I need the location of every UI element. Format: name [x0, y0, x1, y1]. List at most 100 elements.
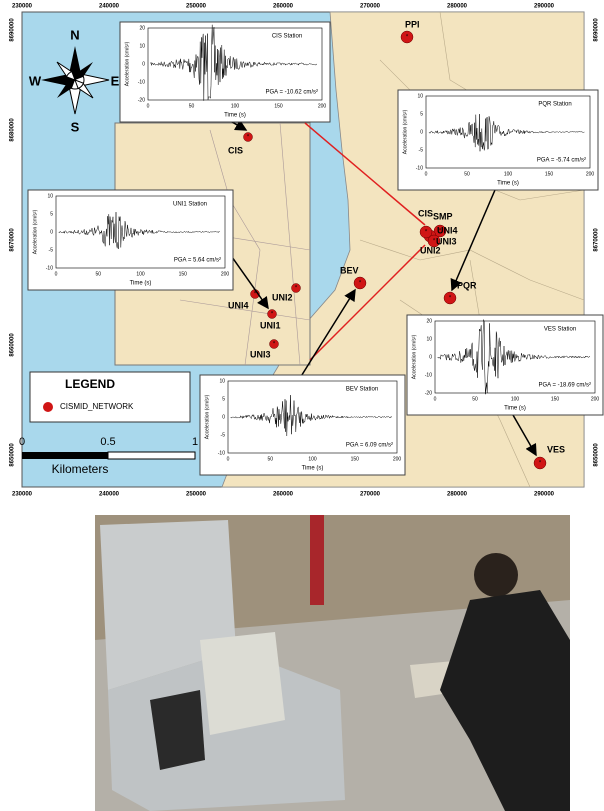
x-coord-label: 240000 — [99, 492, 120, 498]
panel-y-label: Acceleration (cm/s²) — [32, 209, 38, 254]
panel-x-tick: 200 — [586, 171, 595, 177]
panel-x-tick: 150 — [274, 103, 283, 109]
panel-x-label: Time (s) — [497, 181, 519, 187]
panel-y-tick: -10 — [425, 372, 432, 378]
panel-x-label: Time (s) — [130, 281, 152, 287]
panel-x-tick: 100 — [511, 396, 520, 402]
panel-y-label: Acceleration (cm/s²) — [402, 109, 408, 154]
figure: LEGEND CISMID_NETWORK 230000 240000 250000… — [0, 0, 604, 811]
y-coord-label: 8670000 — [10, 228, 16, 252]
panel-pga: PGA = -18.69 cm/s² — [538, 383, 591, 389]
panel-y-label: Acceleration (cm/s²) — [204, 394, 210, 439]
panel-x-tick: 100 — [231, 103, 240, 109]
scale-bar — [22, 452, 108, 459]
panel-x-tick: 100 — [136, 271, 145, 277]
scale-unit: Kilometers — [52, 462, 109, 476]
panel-x-tick: 0 — [55, 271, 58, 277]
panel-x-tick: 0 — [227, 456, 230, 462]
photo-panel — [200, 632, 285, 735]
panel-title: BEV Station — [346, 387, 378, 393]
y-coord-label: 8670000 — [594, 228, 600, 252]
panel-x-tick: 100 — [308, 456, 317, 462]
legend-title: LEGEND — [65, 377, 115, 391]
panel-y-tick: 20 — [139, 25, 145, 31]
photo-post — [310, 515, 324, 605]
station-label: UNI2 — [272, 292, 293, 302]
y-coord-label: 8650000 — [594, 443, 600, 467]
station-label: CIS — [228, 145, 243, 155]
panel-x-tick: 150 — [551, 396, 560, 402]
station-label: PPI — [405, 19, 420, 29]
panel-y-tick: 0 — [142, 61, 145, 67]
panel-y-tick: -10 — [218, 450, 225, 456]
panel-pga: PGA = 5.64 cm/s² — [174, 258, 221, 264]
panel-x-tick: 150 — [545, 171, 554, 177]
station-label: UNI4 — [228, 300, 249, 310]
panel-y-tick: 10 — [417, 93, 423, 99]
x-coord-label: 270000 — [360, 4, 381, 10]
panel-y-tick: -5 — [49, 247, 54, 253]
panel-y-tick: 0 — [50, 229, 53, 235]
panel-title: PQR Station — [538, 102, 571, 108]
panel-y-tick: -5 — [419, 147, 424, 153]
panel-x-tick: 0 — [425, 171, 428, 177]
x-coord-label: 260000 — [273, 492, 294, 498]
x-coord-label: 270000 — [360, 492, 381, 498]
panel-y-tick: 0 — [429, 354, 432, 360]
panel-x-tick: 200 — [591, 396, 600, 402]
compass-letter: E — [111, 73, 120, 88]
panel-x-tick: 50 — [472, 396, 478, 402]
station-label: CIS — [418, 208, 433, 218]
compass-letter: S — [71, 119, 80, 134]
station-label: UNI2 — [420, 245, 441, 255]
x-coord-label: 260000 — [273, 4, 294, 10]
station-label: BEV — [340, 265, 359, 275]
x-coord-label: 240000 — [99, 4, 120, 10]
scale-label: 0.5 — [100, 436, 115, 448]
compass-letter: N — [70, 27, 79, 42]
panel-x-tick: 50 — [95, 271, 101, 277]
panel-y-tick: 10 — [426, 336, 432, 342]
panel-x-label: Time (s) — [504, 406, 526, 412]
scale-label: 0 — [19, 436, 25, 448]
x-coord-label: 290000 — [534, 4, 555, 10]
panel-x-tick: 50 — [464, 171, 470, 177]
panel-y-tick: -20 — [425, 390, 432, 396]
panel-x-tick: 150 — [351, 456, 360, 462]
panel-x-tick: 200 — [221, 271, 230, 277]
scale-bar — [108, 452, 195, 459]
panel-y-label: Acceleration (cm/s²) — [124, 41, 130, 86]
station-label: VES — [547, 444, 565, 454]
y-coord-label: 8650000 — [10, 443, 16, 467]
x-coord-label: 230000 — [12, 492, 33, 498]
panel-title: UNI1 Station — [173, 202, 207, 208]
legend-item: CISMID_NETWORK — [60, 402, 134, 411]
panel-y-tick: 5 — [420, 111, 423, 117]
panel-y-tick: -10 — [46, 265, 53, 271]
panel-x-label: Time (s) — [302, 466, 324, 472]
station-label: PQR — [457, 280, 477, 290]
panel-x-tick: 100 — [504, 171, 513, 177]
panel-pga: PGA = -10.62 cm/s² — [265, 90, 318, 96]
panel-y-tick: 5 — [222, 396, 225, 402]
panel-y-label: Acceleration (cm/s²) — [411, 334, 417, 379]
panel-pga: PGA = -5.74 cm/s² — [537, 158, 586, 164]
panel-y-tick: -10 — [138, 79, 145, 85]
x-coord-label: 250000 — [186, 492, 207, 498]
panel-title: VES Station — [544, 327, 576, 333]
panel-y-tick: 0 — [222, 414, 225, 420]
panel-x-tick: 50 — [189, 103, 195, 109]
x-coord-label: 230000 — [12, 4, 33, 10]
panel-y-tick: 5 — [50, 211, 53, 217]
panel-y-tick: 0 — [420, 129, 423, 135]
station-label: SMP — [433, 211, 453, 221]
x-coord-label: 250000 — [186, 4, 207, 10]
panel-x-label: Time (s) — [224, 113, 246, 119]
x-coord-label: 290000 — [534, 492, 555, 498]
y-coord-label: 8680000 — [10, 118, 16, 142]
scale-label: 1 — [192, 436, 198, 448]
panel-y-tick: -20 — [138, 97, 145, 103]
panel-x-tick: 0 — [434, 396, 437, 402]
panel-y-tick: 10 — [47, 193, 53, 199]
panel-y-tick: 10 — [139, 43, 145, 49]
